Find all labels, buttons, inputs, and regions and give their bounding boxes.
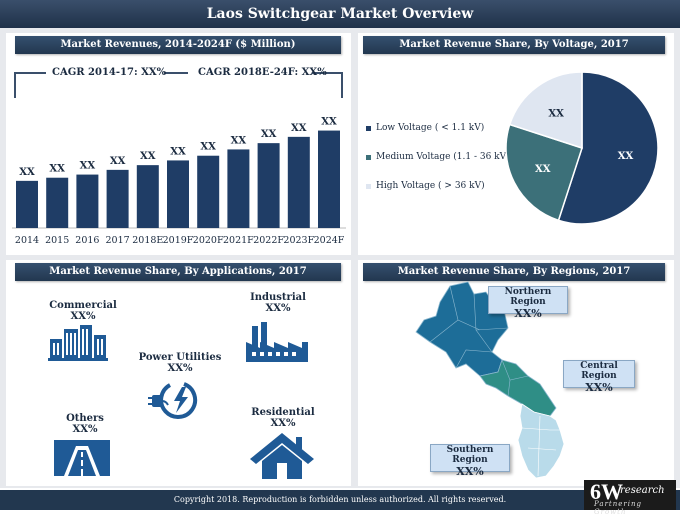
cagr-bracket-mid [164, 72, 188, 74]
pie-slice-2 [508, 72, 583, 150]
cagr-2014-17: CAGR 2014-17: XX% [52, 67, 167, 78]
pie-slice-label: XX [535, 164, 551, 175]
bar-value-label: XX [80, 161, 96, 172]
power-utilities-pct: XX% [167, 363, 193, 374]
central-region-name: Central Region [580, 361, 618, 381]
bar-2018E [136, 165, 159, 228]
northern-region-name: Northern Region [504, 287, 552, 307]
northern-region-pct: XX% [514, 307, 542, 320]
x-tick-label: 2014 [15, 235, 39, 246]
x-tick-label: 2017 [106, 235, 130, 246]
southern-region-shape [517, 403, 565, 479]
bar-value-label: XX [110, 156, 126, 167]
revenues-header: Market Revenues, 2014-2024F ($ Million) [15, 36, 341, 54]
cagr-2018-24: CAGR 2018E-24F: XX% [198, 67, 327, 78]
bar-2017 [106, 169, 129, 228]
power-utilities-label: Power Utilities XX% [138, 352, 222, 374]
commercial-pct: XX% [70, 311, 96, 322]
x-tick-label: 2020F [193, 235, 224, 246]
others-pct: XX% [72, 424, 98, 435]
x-tick-label: 2024F [314, 235, 345, 246]
bar-2020F [197, 155, 220, 228]
legend-swatch-medium [366, 154, 371, 160]
legend-label-high: High Voltage ( > 36 kV) [376, 181, 485, 191]
bar-value-label: XX [291, 123, 307, 134]
commercial-name: Commercial [49, 300, 117, 311]
legend-swatch-high [366, 183, 371, 189]
bar-value-label: XX [170, 146, 186, 157]
commercial-buildings-icon [48, 325, 108, 361]
others-label: Others XX% [50, 413, 120, 435]
cagr-bracket-right [335, 72, 343, 98]
page-title: Laos Switchgear Market Overview [0, 0, 680, 28]
road-icon [54, 440, 110, 476]
laos-map [415, 281, 565, 479]
northern-region-box: Northern Region XX% [488, 286, 568, 320]
legend-swatch-low [366, 125, 371, 131]
bar-value-label: XX [140, 151, 156, 162]
power-plug-icon [148, 382, 198, 419]
bar-2023F [287, 136, 310, 228]
cagr-bracket-left [14, 72, 22, 98]
factory-icon [246, 322, 308, 362]
bar-value-label: XX [321, 117, 337, 128]
revenue-bar-chart: XX 2014 XX 2015 XX 2016 XX 2017 XX 2018E XX 2019F XX… [12, 117, 346, 246]
pie-slice-0 [557, 72, 659, 225]
others-name: Others [66, 413, 104, 424]
bar-2016 [76, 174, 99, 228]
footer-copyright: Copyright 2018. Reproduction is forbidde… [0, 490, 680, 510]
x-tick-label: 2018E [132, 235, 163, 246]
applications-header: Market Revenue Share, By Applications, 2… [15, 263, 341, 281]
pie-slice-label: XX [618, 151, 634, 162]
bar-value-label: XX [19, 167, 35, 178]
southern-region-name: Southern Region [446, 445, 494, 465]
x-tick-label: 2016 [75, 235, 99, 246]
central-region-box: Central Region XX% [563, 360, 635, 394]
bar-2014 [16, 180, 38, 228]
x-tick-label: 2019F [163, 235, 194, 246]
commercial-label: Commercial XX% [48, 300, 118, 322]
logo-tagline: Partnering Growth [594, 500, 642, 516]
central-region-shape [479, 359, 557, 417]
southern-region-pct: XX% [456, 465, 484, 478]
logo-research: research [620, 485, 665, 496]
pie-slice-label: XX [548, 108, 564, 119]
x-tick-label: 2021F [223, 235, 254, 246]
industrial-pct: XX% [265, 303, 291, 314]
central-region-pct: XX% [585, 381, 613, 394]
bar-value-label: XX [261, 129, 277, 140]
bar-value-label: XX [231, 135, 247, 146]
industrial-label: Industrial XX% [243, 292, 313, 314]
bar-2024F [318, 130, 340, 228]
house-icon [250, 433, 314, 479]
bar-2019F [167, 160, 189, 228]
southern-region-box: Southern Region XX% [430, 444, 510, 478]
bar-value-label: XX [200, 142, 216, 153]
voltage-pie-chart: XX XX XX [505, 72, 659, 225]
x-tick-label: 2022F [253, 235, 284, 246]
power-utilities-name: Power Utilities [138, 352, 222, 363]
x-tick-label: 2023F [283, 235, 314, 246]
logo-mark: 6W [590, 479, 623, 504]
cagr-bracket-right-top [312, 72, 336, 74]
legend-label-medium: Medium Voltage (1.1 - 36 kV) [376, 152, 510, 162]
bar-2015 [46, 177, 69, 228]
legend-high-voltage: High Voltage ( > 36 kV) [366, 181, 485, 191]
residential-label: Residential XX% [248, 407, 318, 429]
bar-2022F [257, 143, 280, 228]
bar-value-label: XX [49, 164, 65, 175]
bar-2021F [227, 149, 250, 228]
regions-header: Market Revenue Share, By Regions, 2017 [363, 263, 665, 281]
residential-pct: XX% [270, 418, 296, 429]
cagr-bracket-left-top [22, 72, 46, 74]
legend-medium-voltage: Medium Voltage (1.1 - 36 kV) [366, 152, 510, 162]
pie-slice-1 [505, 123, 583, 222]
legend-label-low: Low Voltage ( < 1.1 kV) [376, 123, 485, 133]
x-tick-label: 2015 [45, 235, 69, 246]
voltage-header: Market Revenue Share, By Voltage, 2017 [363, 36, 665, 54]
company-logo: 6W research Partnering Growth [584, 479, 676, 516]
legend-low-voltage: Low Voltage ( < 1.1 kV) [366, 123, 484, 133]
industrial-name: Industrial [250, 292, 306, 303]
residential-name: Residential [251, 407, 315, 418]
